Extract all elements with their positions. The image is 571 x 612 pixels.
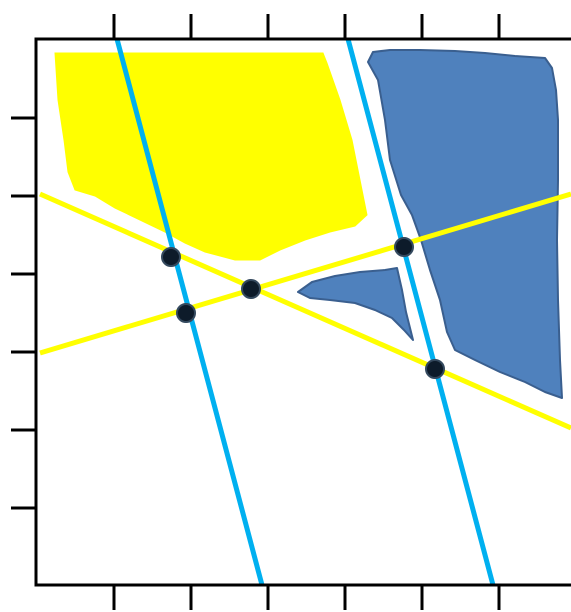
- top-tick-marks: [112, 14, 501, 39]
- left-tick-marks: [11, 116, 36, 510]
- cyan-line-right: [345, 38, 496, 586]
- plot-frame: [34, 37, 571, 587]
- intersection-point: [241, 279, 261, 299]
- intersection-point: [425, 359, 445, 379]
- intersection-point: [161, 247, 181, 267]
- blue-region-small: [297, 267, 414, 341]
- intersection-point: [176, 303, 196, 323]
- bottom-tick-marks: [112, 585, 501, 610]
- yellow-line-ascending: [39, 191, 571, 356]
- intersection-points: [161, 237, 445, 379]
- intersection-point: [394, 237, 414, 257]
- yellow-line-descending: [38, 191, 571, 431]
- yellow-region: [54, 52, 368, 261]
